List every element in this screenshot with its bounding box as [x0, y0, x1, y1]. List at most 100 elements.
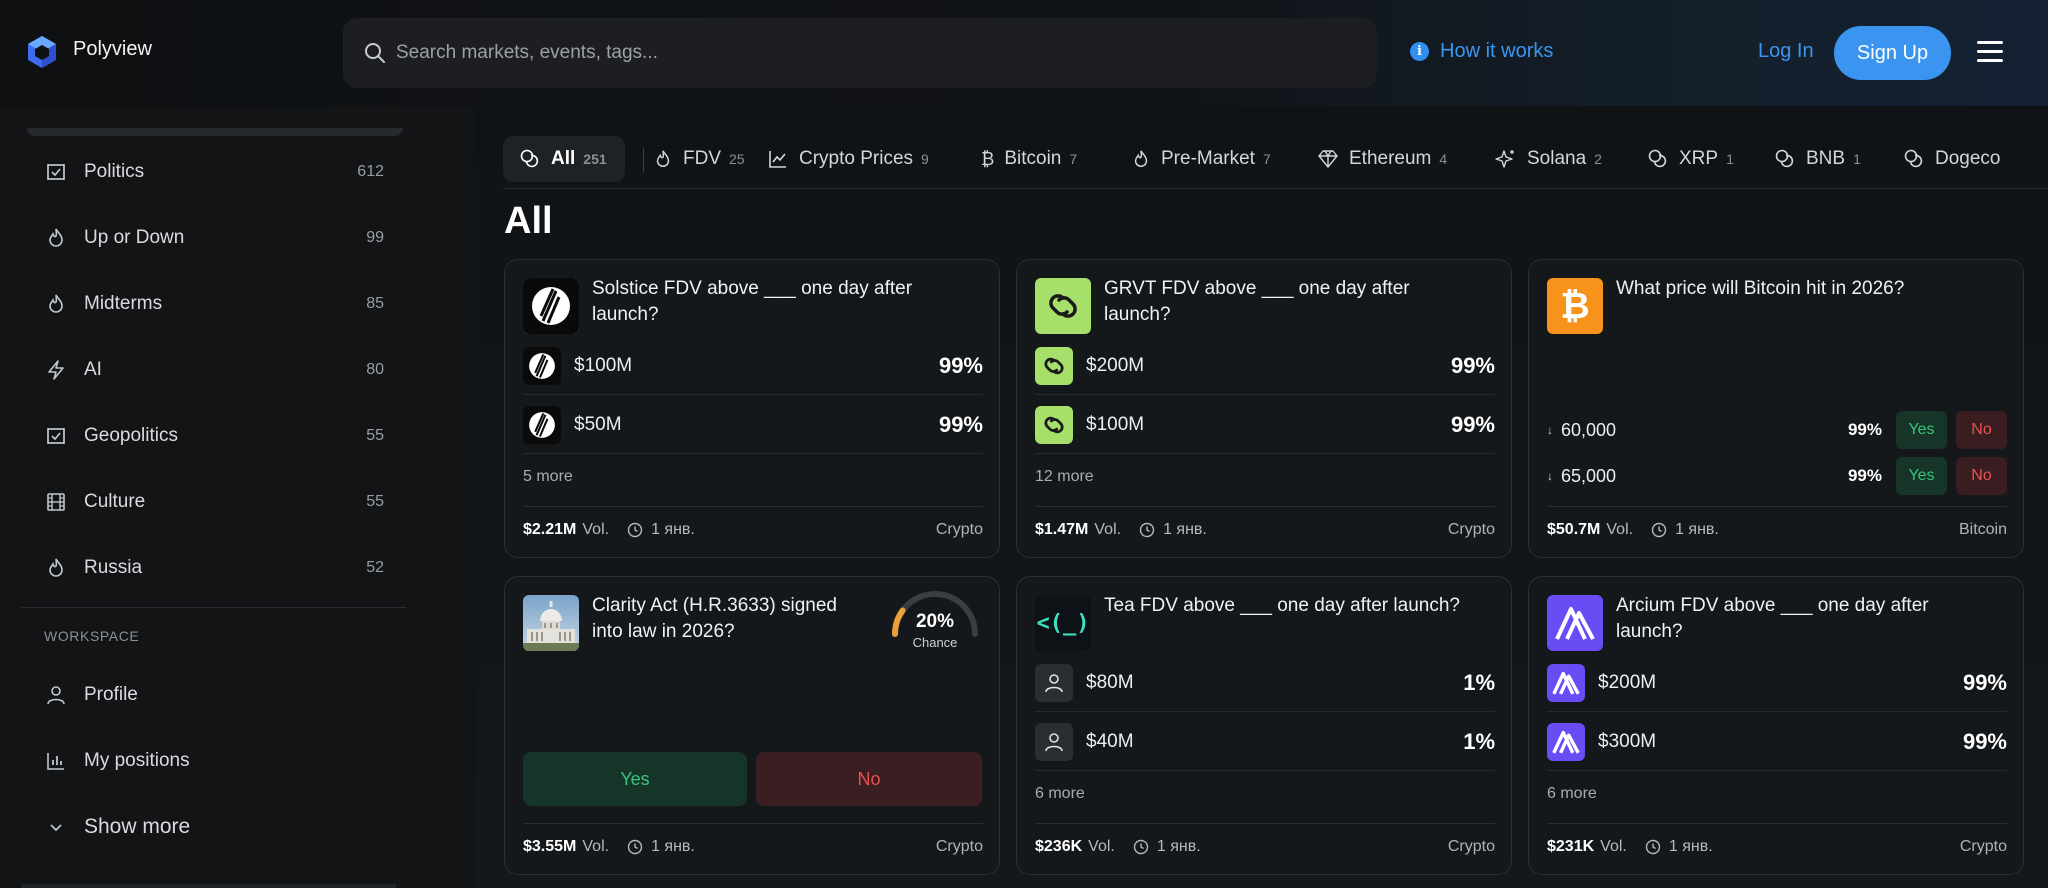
- arcium-logo-icon: [1547, 595, 1603, 651]
- category-label[interactable]: Crypto: [1447, 838, 1495, 855]
- category-label[interactable]: Crypto: [1959, 838, 2007, 855]
- user-icon: [1035, 723, 1073, 761]
- more-outcomes-link[interactable]: 5 more: [523, 468, 573, 485]
- outcome-row[interactable]: $50M 99%: [523, 401, 983, 449]
- flame-icon: [44, 226, 68, 250]
- show-more-button[interactable]: Show more: [44, 807, 384, 847]
- info-icon: i: [1410, 42, 1429, 61]
- sidebar-item-geopolitics[interactable]: Geopolitics 55: [44, 416, 384, 456]
- signup-button[interactable]: Sign Up: [1834, 26, 1951, 80]
- more-outcomes-link[interactable]: 6 more: [1035, 785, 1085, 802]
- polyview-logo-icon[interactable]: [24, 34, 60, 70]
- login-button[interactable]: Log In: [1758, 40, 1814, 62]
- row-divider: [1035, 711, 1495, 712]
- tab-pre-market[interactable]: Pre-Market 7: [1131, 136, 1271, 182]
- sidebar-item-russia[interactable]: Russia 52: [44, 548, 384, 588]
- sidebar-item-midterms[interactable]: Midterms 85: [44, 284, 384, 324]
- market-title[interactable]: What price will Bitcoin hit in 2026?: [1616, 278, 1905, 299]
- main-content: All 251 FDV 25 Crypto Prices 9 ₿ Bitcoin…: [475, 106, 2048, 888]
- buy-yes-button[interactable]: Yes: [1896, 411, 1947, 449]
- tab-dogecoin[interactable]: Dogeco: [1903, 136, 2001, 182]
- footer-divider: [1035, 823, 1495, 824]
- sidebar-item-politics[interactable]: Politics 612: [44, 152, 384, 192]
- category-label[interactable]: Crypto: [1447, 521, 1495, 538]
- market-title[interactable]: Tea FDV above ___ one day after launch?: [1104, 595, 1460, 616]
- tab-solana[interactable]: Solana 2: [1495, 136, 1602, 182]
- more-outcomes-link[interactable]: 12 more: [1035, 468, 1094, 485]
- market-title[interactable]: Solstice FDV above ___ one day after lau…: [592, 278, 913, 325]
- volume-label: Vol.: [1094, 521, 1122, 538]
- tab-fdv[interactable]: FDV 25: [653, 136, 745, 182]
- outcome-row[interactable]: $300M 99%: [1547, 718, 2007, 766]
- category-tabs: All 251 FDV 25 Crypto Prices 9 ₿ Bitcoin…: [503, 136, 2048, 186]
- coins-icon: [1648, 149, 1667, 168]
- market-title[interactable]: GRVT FDV above ___ one day after launch?: [1104, 278, 1410, 325]
- footer-divider: [1547, 506, 2007, 507]
- workspace-section-label: WORKSPACE: [44, 628, 140, 644]
- outcome-row[interactable]: ↓ 65,000 99% Yes No: [1547, 456, 2007, 496]
- market-card[interactable]: Solstice FDV above ___ one day after lau…: [504, 259, 1000, 558]
- tab-bnb[interactable]: BNB 1: [1774, 136, 1861, 182]
- buy-no-button[interactable]: No: [1956, 457, 2007, 495]
- outcome-row[interactable]: $100M 99%: [523, 342, 983, 390]
- outcome-row[interactable]: $100M 99%: [1035, 401, 1495, 449]
- tab-label: FDV: [683, 148, 721, 169]
- outcome-row[interactable]: ↓ 60,000 99% Yes No: [1547, 410, 2007, 450]
- sidebar-item-my-positions[interactable]: My positions: [44, 741, 384, 781]
- market-card[interactable]: Arcium FDV above ___ one day after launc…: [1528, 576, 2024, 875]
- sidebar-item-culture[interactable]: Culture 55: [44, 482, 384, 522]
- outcome-row[interactable]: $200M 99%: [1035, 342, 1495, 390]
- clock-icon: [1645, 839, 1661, 855]
- sidebar-item-up-or-down[interactable]: Up or Down 99: [44, 218, 384, 258]
- category-label[interactable]: Crypto: [935, 521, 983, 538]
- tab-xrp[interactable]: XRP 1: [1647, 136, 1734, 182]
- outcome-row[interactable]: $80M 1%: [1035, 659, 1495, 707]
- sidebar-item-count: 55: [366, 427, 384, 444]
- tabs-divider: [503, 188, 2048, 189]
- category-label[interactable]: Crypto: [935, 838, 983, 855]
- sidebar-item-label: Russia: [84, 557, 143, 578]
- sidebar-item-label: Midterms: [84, 293, 163, 314]
- sidebar-item-ai[interactable]: AI 80: [44, 350, 384, 390]
- buy-no-button[interactable]: No: [756, 752, 982, 806]
- grvt-logo-icon: [1035, 347, 1073, 385]
- user-icon: [1035, 664, 1073, 702]
- buy-yes-button[interactable]: Yes: [523, 752, 747, 806]
- sidebar-item-profile[interactable]: Profile: [44, 675, 384, 715]
- tab-all[interactable]: All 251: [503, 136, 625, 182]
- card-footer: $1.47M Vol. 1 янв. Crypto: [1035, 518, 1495, 542]
- solstice-logo-icon: [523, 278, 579, 334]
- buy-yes-button[interactable]: Yes: [1896, 457, 1947, 495]
- market-title[interactable]: Clarity Act (H.R.3633) signed into law i…: [592, 595, 837, 642]
- menu-icon[interactable]: [1977, 41, 2003, 63]
- tab-label: All: [551, 148, 576, 169]
- outcome-row[interactable]: $200M 99%: [1547, 659, 2007, 707]
- sidebar-item-count: 85: [366, 295, 384, 312]
- tab-ethereum[interactable]: Ethereum 4: [1317, 136, 1447, 182]
- market-card[interactable]: GRVT FDV above ___ one day after launch?…: [1016, 259, 1512, 558]
- chance-gauge: 20% Chance: [888, 589, 982, 653]
- how-it-works-link[interactable]: i How it works: [1410, 40, 1553, 63]
- tab-crypto-prices[interactable]: Crypto Prices 9: [767, 136, 929, 182]
- checkbox-icon: [44, 160, 68, 184]
- search-bar[interactable]: [343, 18, 1377, 88]
- buy-no-button[interactable]: No: [1956, 411, 2007, 449]
- category-label[interactable]: Bitcoin: [1958, 521, 2007, 538]
- market-card[interactable]: ₿ What price will Bitcoin hit in 2026? ↓…: [1528, 259, 2024, 558]
- coins-icon: [1775, 149, 1794, 168]
- brand-name[interactable]: Polyview: [73, 38, 152, 60]
- market-card[interactable]: Clarity Act (H.R.3633) signed into law i…: [504, 576, 1000, 875]
- row-divider: [1035, 770, 1495, 771]
- market-title[interactable]: Arcium FDV above ___ one day after launc…: [1616, 595, 1929, 642]
- more-outcomes-link[interactable]: 6 more: [1547, 785, 1597, 802]
- card-footer: $231K Vol. 1 янв. Crypto: [1547, 835, 2007, 859]
- tab-bitcoin[interactable]: ₿ Bitcoin 7: [981, 136, 1077, 182]
- arrow-down-icon: ↓: [1547, 469, 1553, 483]
- card-footer: $236K Vol. 1 янв. Crypto: [1035, 835, 1495, 859]
- sidebar-item-label: Politics: [84, 161, 145, 182]
- search-input[interactable]: [396, 18, 1336, 88]
- volume-label: Vol.: [582, 521, 610, 538]
- market-card[interactable]: <(_) Tea FDV above ___ one day after lau…: [1016, 576, 1512, 875]
- outcome-row[interactable]: $40M 1%: [1035, 718, 1495, 766]
- tab-count: 4: [1439, 151, 1448, 167]
